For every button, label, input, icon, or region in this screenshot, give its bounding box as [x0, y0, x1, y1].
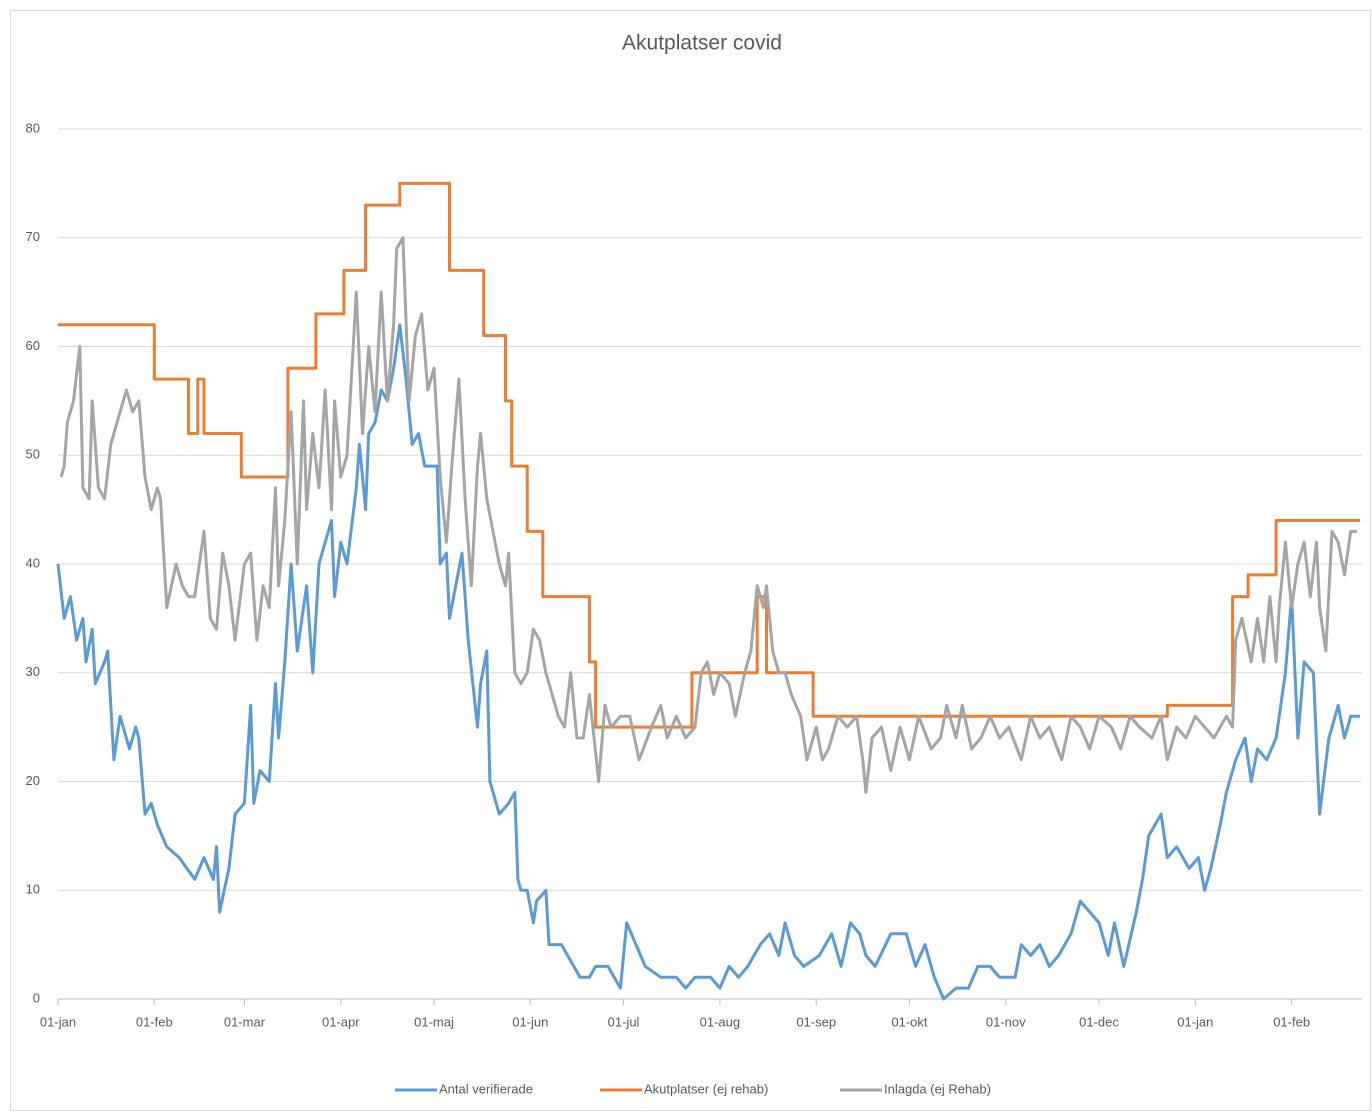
series-line [59, 236, 1357, 794]
x-tick-label: 01-feb [136, 1014, 173, 1029]
x-tick-label: 01-apr [322, 1014, 360, 1029]
x-tick-label: 01-jun [512, 1014, 548, 1029]
x-tick-label: 01-dec [1079, 1014, 1119, 1029]
y-tick-label: 40 [26, 555, 40, 570]
x-tick-label: 01-mar [224, 1014, 266, 1029]
y-tick-label: 60 [26, 338, 40, 353]
x-tick-label: 01-jul [608, 1014, 640, 1029]
x-tick-label: 01-maj [414, 1014, 454, 1029]
chart-title: Akutplatser covid [622, 32, 782, 55]
chart-border [10, 10, 1371, 1111]
y-tick-label: 50 [26, 447, 40, 462]
series-line [58, 181, 1360, 729]
legend-label: Antal verifierade [439, 1081, 533, 1096]
x-tick-label: 01-aug [700, 1014, 740, 1029]
x-tick-label: 01-sep [796, 1014, 836, 1029]
x-tick-label: 01-jan [1177, 1014, 1213, 1029]
y-tick-label: 70 [26, 229, 40, 244]
x-tick-label: 01-okt [891, 1014, 928, 1029]
y-tick-label: 20 [26, 773, 40, 788]
y-tick-label: 80 [26, 120, 40, 135]
y-tick-label: 30 [26, 664, 40, 679]
x-tick-label: 01-nov [986, 1014, 1026, 1029]
legend-label: Inlagda (ej Rehab) [884, 1081, 991, 1096]
y-tick-label: 10 [26, 882, 40, 897]
series-line [56, 323, 1360, 1001]
x-tick-label: 01-jan [40, 1014, 76, 1029]
y-tick-label: 0 [33, 990, 40, 1005]
legend-label: Akutplatser (ej rehab) [644, 1081, 768, 1096]
x-tick-label: 01-feb [1273, 1014, 1310, 1029]
